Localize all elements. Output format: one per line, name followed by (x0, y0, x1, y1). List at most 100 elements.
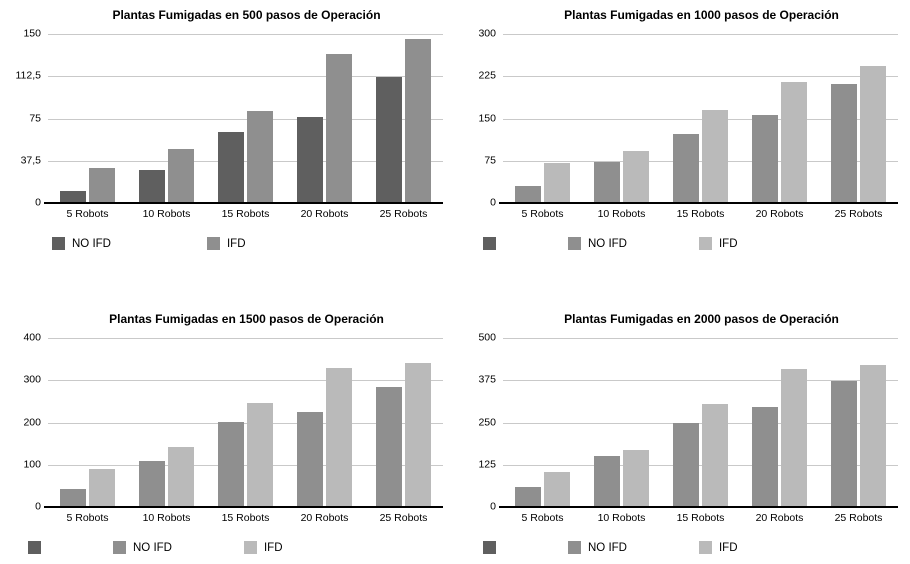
y-tick-label: 0 (490, 196, 496, 209)
x-category-label: 15 Robots (221, 208, 270, 220)
gridline (503, 464, 898, 466)
legend-entry: IFD (698, 541, 738, 554)
bar-no-ifd (594, 161, 620, 203)
x-category-label: 25 Robots (834, 208, 883, 220)
y-tick-label: 250 (478, 416, 496, 428)
bar-group (285, 338, 364, 507)
bar-ifd (247, 403, 273, 507)
bar-group (503, 338, 582, 507)
bar-no-ifd (139, 460, 165, 507)
bar-group (582, 338, 661, 507)
bar-chart-1: Plantas Fumigadas en 500 pasos de Operac… (0, 0, 455, 282)
bar-group (206, 34, 285, 203)
gridline (503, 160, 898, 162)
bar-no-ifd (831, 83, 857, 203)
bar-ifd (860, 365, 886, 507)
x-category-label: 25 Robots (834, 512, 883, 524)
x-axis-labels: 5 Robots 10 Robots 15 Robots 20 Robots 25 Ro… (48, 208, 443, 220)
chart-title: Plantas Fumigadas en 500 pasos de Operac… (112, 8, 381, 22)
y-tick-label: 75 (29, 112, 41, 124)
y-tick-label: 150 (23, 27, 41, 40)
legend-label: IFD (263, 541, 283, 554)
legend: NO IFD IFD (0, 237, 455, 250)
legend: NO IFD IFD (455, 541, 910, 554)
x-category-label: 10 Robots (142, 512, 191, 524)
gridline (48, 422, 443, 424)
legend-entry (483, 541, 496, 554)
bar-no-ifd (297, 117, 323, 203)
x-category-label: 15 Robots (676, 208, 725, 220)
chart-title: Plantas Fumigadas en 1000 pasos de Opera… (564, 8, 839, 22)
x-axis-line (499, 506, 898, 508)
legend-entry: IFD (698, 237, 738, 250)
bar-no-ifd (515, 186, 541, 203)
y-tick-label: 0 (35, 500, 41, 513)
plot-area: 150 112,5 75 37,5 0 (16, 28, 443, 208)
bars-layer (503, 338, 898, 507)
plot-area: 400 300 200 100 0 (23, 332, 443, 512)
plot-area: 300 225 150 75 0 (478, 28, 898, 208)
legend-label: NO IFD (72, 237, 111, 250)
x-axis-labels: 5 Robots 10 Robots 15 Robots 20 Robots 25 Ro… (48, 512, 443, 524)
x-category-label: 10 Robots (597, 512, 646, 524)
bars-layer (503, 34, 898, 203)
y-tick-label: 225 (478, 69, 496, 82)
bar-ifd (702, 109, 728, 203)
bar-group (364, 338, 443, 507)
legend-entry: NO IFD (568, 541, 627, 554)
gridline (48, 338, 443, 339)
legend-label: NO IFD (133, 541, 172, 554)
bar-no-ifd (218, 421, 244, 507)
legend-label: NO IFD (588, 237, 627, 250)
x-category-label: 20 Robots (755, 208, 804, 220)
bar-ifd (781, 369, 807, 507)
legend-swatch (206, 237, 220, 250)
bar-ifd (89, 168, 115, 203)
x-category-label: 20 Robots (300, 208, 349, 220)
bar-chart-4: Plantas Fumigadas en 2000 pasos de Opera… (455, 282, 910, 564)
x-category-label: 20 Robots (755, 512, 804, 524)
bar-ifd (544, 163, 570, 203)
bar-group (819, 338, 898, 507)
legend-label: IFD (226, 237, 246, 250)
gridline (503, 34, 898, 35)
bar-group (661, 34, 740, 203)
x-axis-labels: 5 Robots 10 Robots 15 Robots 20 Robots 25 Ro… (503, 512, 898, 524)
y-tick-label: 375 (478, 373, 496, 386)
gridline (503, 380, 898, 382)
x-axis-line (44, 506, 443, 508)
gridline (503, 338, 898, 339)
legend-swatch (483, 541, 496, 554)
bar-ifd (702, 403, 728, 507)
bar-no-ifd (673, 422, 699, 507)
bar-group (127, 34, 206, 203)
y-tick-label: 300 (23, 373, 41, 386)
bar-ifd (168, 446, 194, 507)
bar-no-ifd (139, 170, 165, 203)
bar-ifd (623, 449, 649, 507)
bar-ifd (247, 110, 273, 203)
bar-no-ifd (831, 381, 857, 507)
x-category-label: 10 Robots (142, 208, 191, 220)
x-axis-labels: 5 Robots 10 Robots 15 Robots 20 Robots 25 Ro… (503, 208, 898, 220)
bar-group (819, 34, 898, 203)
plot-area: 500 375 250 125 0 (478, 332, 898, 512)
y-tick-label: 112,5 (15, 69, 42, 82)
y-tick-label: 125 (478, 458, 496, 471)
y-tick-label: 150 (478, 112, 496, 124)
gridline (48, 464, 443, 466)
x-category-label: 5 Robots (521, 512, 564, 524)
bar-group (740, 338, 819, 507)
legend-swatch (243, 541, 257, 554)
legend-label: IFD (718, 237, 738, 250)
legend-swatch (568, 237, 581, 250)
bar-chart-2: Plantas Fumigadas en 1000 pasos de Opera… (455, 0, 910, 282)
x-axis-line (44, 202, 443, 204)
x-category-label: 15 Robots (676, 512, 725, 524)
bar-no-ifd (60, 488, 86, 507)
bars-layer (48, 338, 443, 507)
bar-no-ifd (60, 190, 86, 203)
x-category-label: 15 Robots (221, 512, 270, 524)
legend-entry: NO IFD (113, 541, 172, 554)
legend-label: IFD (718, 541, 738, 554)
